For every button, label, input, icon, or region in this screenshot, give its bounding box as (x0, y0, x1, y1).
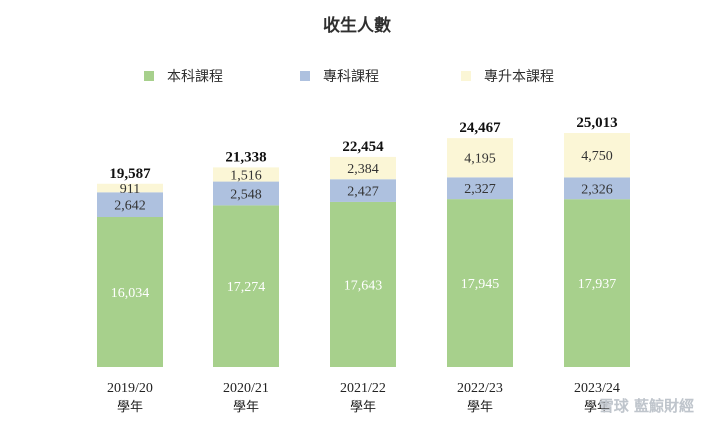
bar-segment-3-2 (330, 179, 396, 202)
x-category-sub-4: 學年 (467, 400, 493, 415)
bar-segment-1-3 (97, 183, 163, 193)
total-value-5: 25,013 (576, 115, 617, 131)
segment-value-2-1: 17,274 (227, 280, 266, 295)
chart-title: 收生人數 (323, 15, 391, 36)
segment-value-3-3: 2,384 (347, 162, 379, 177)
total-value-2: 21,338 (225, 149, 266, 165)
bar-segment-5-3 (564, 133, 630, 178)
total-value-3: 22,454 (342, 139, 384, 155)
x-category-label-3: 2021/22 (340, 381, 386, 396)
bar-segment-2-3 (213, 167, 279, 182)
legend-swatch-2 (300, 71, 310, 81)
bar-segment-2-1 (213, 205, 279, 367)
segment-value-2-3: 1,516 (230, 168, 262, 183)
segment-value-5-2: 2,326 (581, 182, 613, 197)
segment-value-5-3: 4,750 (581, 149, 613, 164)
bar-segment-2-2 (213, 181, 279, 206)
segment-value-1-3: 911 (120, 182, 140, 197)
segment-value-2-2: 2,548 (230, 187, 262, 202)
bar-segment-3-3 (330, 156, 396, 180)
x-category-label-4: 2022/23 (457, 381, 503, 396)
total-label-group: 19,587 21,338 22,454 24,467 25,013 (109, 115, 617, 182)
segment-value-4-3: 4,195 (464, 152, 496, 167)
x-category-sub-1: 學年 (117, 400, 143, 415)
bar-segment-4-3 (447, 138, 513, 178)
bar-segment-4-1 (447, 199, 513, 367)
segment-value-5-1: 17,937 (578, 277, 617, 292)
watermark-text: 雪球 藍鯨財經 (599, 397, 694, 415)
legend-label-1: 本科課程 (167, 69, 223, 85)
segment-label-group: 16,034 2,642 911 17,274 2,548 1,516 17,643 2,42… (111, 149, 617, 301)
bar-segment-1-2 (97, 192, 163, 217)
total-value-4: 24,467 (459, 120, 501, 136)
bar-segment-1-1 (97, 216, 163, 367)
x-category-label-2: 2020/21 (223, 381, 269, 396)
legend-label-3: 專升本課程 (484, 69, 554, 85)
bar-segment-5-2 (564, 177, 630, 200)
segment-value-1-2: 2,642 (114, 199, 146, 214)
segment-value-4-2: 2,327 (464, 182, 496, 197)
x-axis-labels: 2019/20 學年 2020/21 學年 2021/22 學年 2022/23 學年 2023… (107, 381, 620, 415)
legend-swatch-3 (461, 71, 471, 81)
x-category-sub-5: 學年 (584, 400, 610, 415)
legend-label-2: 專科課程 (323, 69, 379, 85)
segment-value-1-1: 16,034 (111, 286, 150, 301)
segment-value-4-1: 17,945 (461, 277, 500, 292)
x-category-sub-2: 學年 (233, 400, 259, 415)
x-category-label-5: 2023/24 (574, 381, 620, 396)
x-category-label-1: 2019/20 (107, 381, 153, 396)
bar-segment-5-1 (564, 199, 630, 367)
total-value-1: 19,587 (109, 166, 151, 182)
bar-segment-3-1 (330, 201, 396, 367)
segment-value-3-1: 17,643 (344, 278, 383, 293)
watermark: 雪球 藍鯨財經 (599, 397, 694, 415)
legend-swatch-1 (144, 71, 154, 81)
chart-legend: 本科課程 專科課程 專升本課程 (144, 69, 554, 85)
bar-stack-group (97, 133, 630, 367)
x-category-sub-3: 學年 (350, 400, 376, 415)
bar-segment-4-2 (447, 177, 513, 200)
segment-value-3-2: 2,427 (347, 185, 379, 200)
